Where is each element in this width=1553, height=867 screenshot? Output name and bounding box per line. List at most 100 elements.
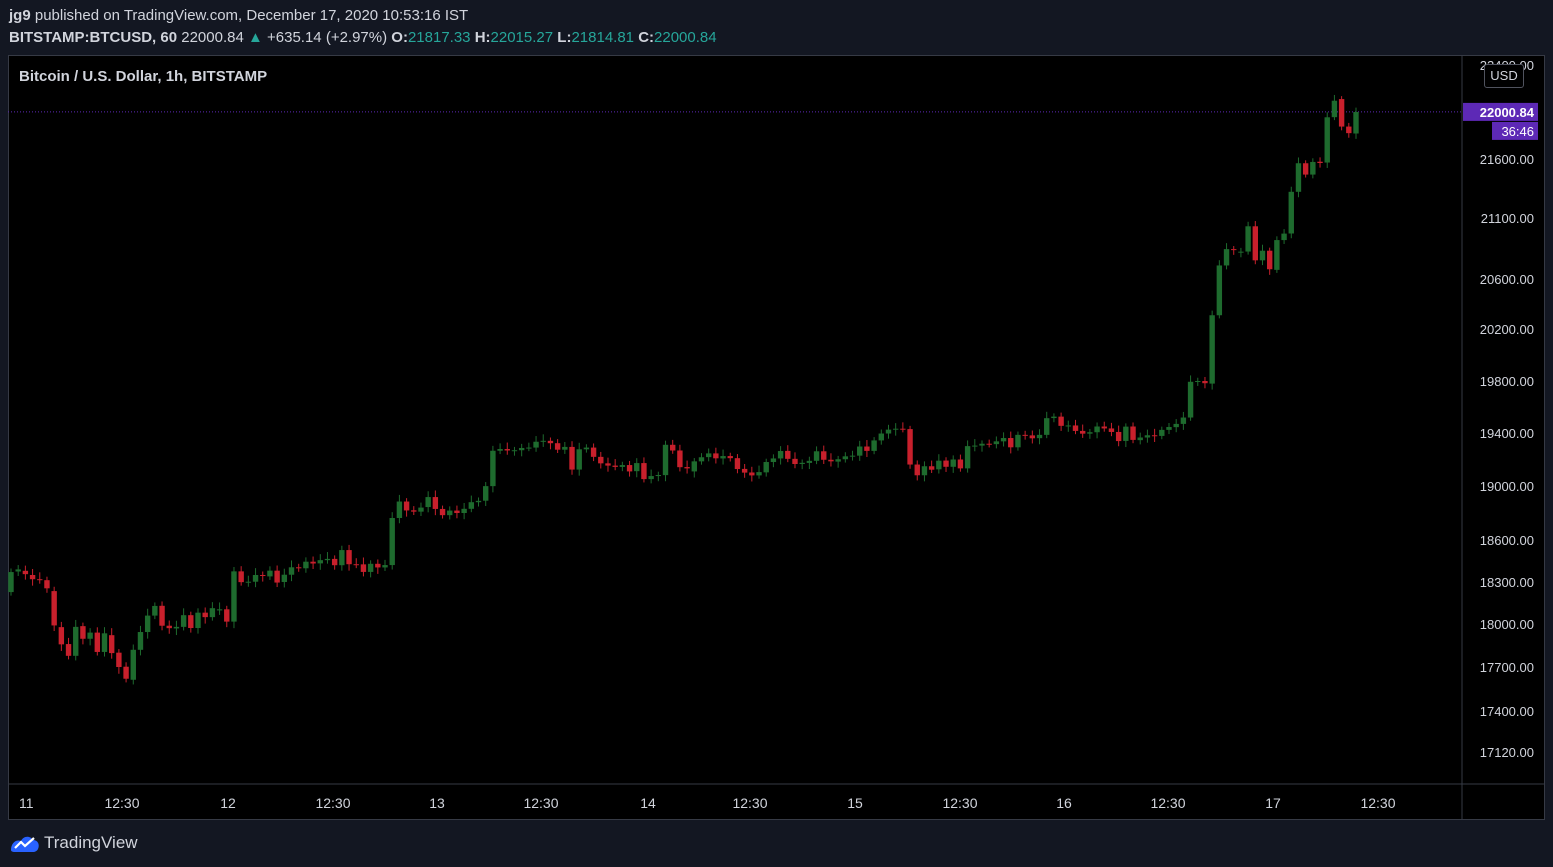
candle-body xyxy=(411,510,417,512)
candle-body xyxy=(504,449,510,451)
candle-body xyxy=(1108,428,1115,432)
candle-body xyxy=(734,458,741,470)
high-label: H: xyxy=(474,29,491,46)
candlestick-chart[interactable]: 22400.0021600.0021100.0020600.0020200.00… xyxy=(8,55,1545,820)
candle-body xyxy=(1022,434,1028,436)
x-tick-label: 12:30 xyxy=(1360,795,1395,811)
candle-body xyxy=(892,428,899,430)
candle-body xyxy=(137,632,144,650)
candle-body xyxy=(1338,99,1345,127)
y-tick-label: 21600.00 xyxy=(1480,152,1534,167)
candle-body xyxy=(828,459,834,462)
candle-body xyxy=(360,564,367,572)
candle-body xyxy=(166,625,172,629)
x-tick-label: 12:30 xyxy=(1150,795,1185,811)
candle-body xyxy=(864,446,870,451)
candle-body xyxy=(403,501,410,511)
candle-body xyxy=(562,446,568,450)
tradingview-brand: TradingView xyxy=(44,833,138,852)
candle-body xyxy=(1180,417,1187,424)
candle-body xyxy=(943,460,949,467)
candle-body xyxy=(1159,429,1165,436)
candle-body xyxy=(641,463,647,480)
chart-title: Bitcoin / U.S. Dollar, 1h, BITSTAMP xyxy=(19,68,268,85)
candle-body xyxy=(713,453,719,459)
x-tick-label: 12:30 xyxy=(732,795,767,811)
price-tag xyxy=(1463,102,1538,121)
y-tick-label: 17400.00 xyxy=(1480,704,1534,719)
candle-body xyxy=(1000,438,1007,442)
candle-body xyxy=(1245,226,1251,252)
candle-body xyxy=(425,497,431,508)
candle-body xyxy=(1173,423,1179,428)
candle-body xyxy=(842,456,849,460)
candle-body xyxy=(346,550,352,565)
candle-body xyxy=(475,500,482,503)
candle-body xyxy=(792,458,798,465)
candle-body xyxy=(1123,426,1129,441)
candle-body xyxy=(454,510,460,513)
candle-body xyxy=(195,612,201,629)
y-tick-label: 19800.00 xyxy=(1480,374,1534,389)
candle-body xyxy=(677,450,683,468)
candle-body xyxy=(684,467,690,469)
candle-body xyxy=(209,608,216,618)
candle-body xyxy=(288,567,295,575)
last-price-value: 22000.84 xyxy=(181,29,244,46)
candle-body xyxy=(648,476,654,480)
candle-body xyxy=(37,579,43,581)
candle-body xyxy=(80,626,86,639)
x-tick-label: 13 xyxy=(429,795,445,811)
x-tick-label: 12:30 xyxy=(104,795,139,811)
currency-button[interactable]: USD xyxy=(1484,64,1524,88)
candle-body xyxy=(785,450,791,459)
x-tick-label: 12:30 xyxy=(523,795,558,811)
candle-body xyxy=(576,449,582,470)
candle-body xyxy=(914,464,920,476)
candle-body xyxy=(1166,427,1172,430)
candle-body xyxy=(173,626,180,629)
candle-body xyxy=(950,459,956,467)
candle-body xyxy=(1209,315,1215,384)
candle-body xyxy=(58,627,65,645)
candle-body xyxy=(957,459,964,469)
candle-body xyxy=(979,443,985,446)
candle-body xyxy=(1238,251,1244,253)
candle-body xyxy=(1317,161,1323,164)
candle-body xyxy=(101,633,108,652)
candle-body xyxy=(655,475,662,477)
candle-body xyxy=(1015,434,1021,448)
candle-body xyxy=(619,465,626,467)
candle-body xyxy=(267,570,273,577)
candle-body xyxy=(662,444,669,476)
candle-body xyxy=(1008,438,1014,448)
y-tick-label: 18000.00 xyxy=(1480,617,1534,632)
close-label: C: xyxy=(638,29,655,46)
candle-body xyxy=(857,446,863,456)
candle-body xyxy=(29,575,36,580)
candle-body xyxy=(1137,437,1143,441)
candle-body xyxy=(296,567,302,569)
symbol-label: BITSTAMP:BTCUSD, 60 xyxy=(9,29,178,46)
candle-body xyxy=(8,572,14,593)
candle-body xyxy=(1094,426,1100,433)
candle-body xyxy=(468,502,475,509)
candle-body xyxy=(1288,191,1294,234)
candle-body xyxy=(260,575,266,576)
footer: TradingView xyxy=(10,833,138,853)
open-label: O: xyxy=(391,29,408,46)
candle-body xyxy=(626,465,633,472)
candle-body xyxy=(439,508,446,516)
candle-body xyxy=(986,443,992,445)
candle-body xyxy=(878,433,884,441)
candle-body xyxy=(518,447,525,451)
candle-body xyxy=(418,507,424,512)
candle-body xyxy=(432,497,439,509)
x-tick-label: 14 xyxy=(640,795,656,811)
y-tick-label: 18600.00 xyxy=(1480,533,1534,548)
candle-body xyxy=(87,632,93,639)
y-tick-label: 20200.00 xyxy=(1480,322,1534,337)
x-tick-label: 16 xyxy=(1056,795,1072,811)
candle-body xyxy=(1044,418,1050,435)
candle-body xyxy=(698,457,705,462)
